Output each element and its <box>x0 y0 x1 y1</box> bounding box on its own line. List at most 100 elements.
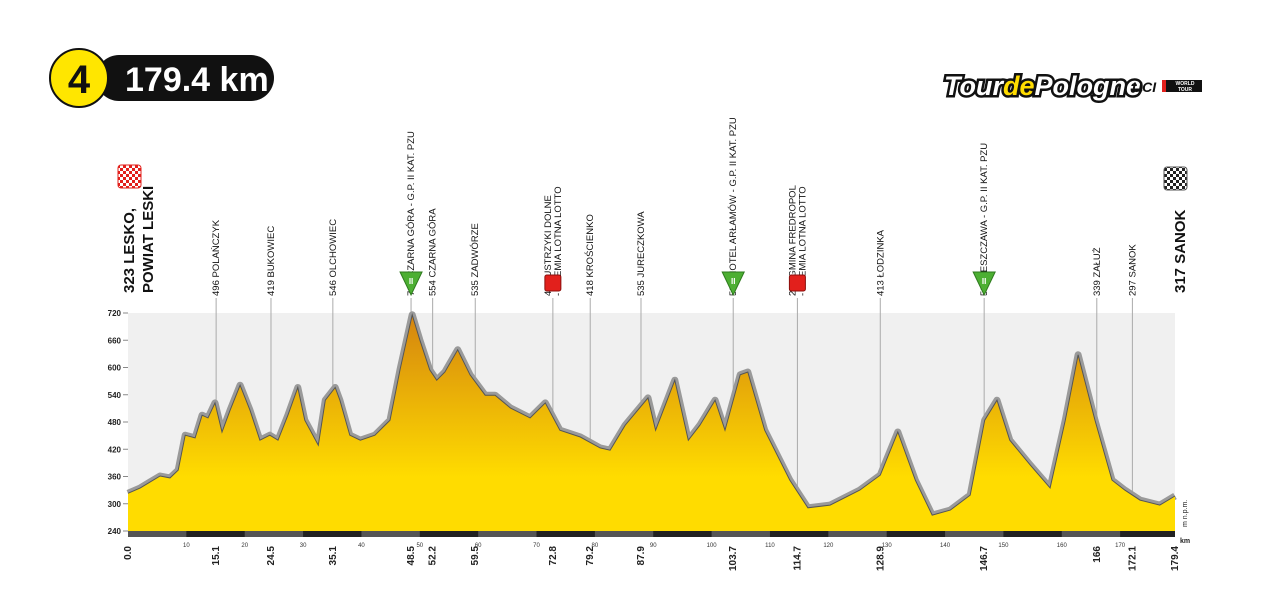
km-label: 15.1 <box>211 546 222 566</box>
uci-stripe <box>1162 80 1166 92</box>
logo-part: de <box>1003 71 1035 101</box>
km-label: 52.2 <box>428 546 439 566</box>
sprint-marker <box>788 274 806 292</box>
km-label: 103.7 <box>728 546 739 571</box>
km-label: 24.5 <box>266 546 277 566</box>
waypoint-label: 339 ZAŁUŻ <box>1092 247 1103 296</box>
km-bar-segment <box>536 531 595 537</box>
km-bar-segment <box>1120 531 1175 537</box>
y-tick-label: 480 <box>108 418 122 427</box>
climb-category: II <box>409 277 413 286</box>
sprint-marker <box>544 274 562 292</box>
km-bar-segment <box>653 531 712 537</box>
endpoint-label: 323 LESKO, <box>121 208 138 293</box>
distance-pill <box>96 55 274 101</box>
km-label: 114.7 <box>792 546 803 571</box>
elevation-area <box>128 314 1175 531</box>
x-tick-label: 90 <box>650 543 657 549</box>
stage-number: 4 <box>68 58 91 102</box>
x-tick-label: 30 <box>300 543 307 549</box>
x-tick-label: 70 <box>533 543 540 549</box>
x-tick-label: 40 <box>358 543 365 549</box>
waypoint-label: 707 CZARNA GÓRA - G.P. II KAT. PZU <box>406 131 417 296</box>
logo-part: Pologne <box>1035 71 1142 101</box>
logo-outline: TourdePologne <box>944 71 1141 101</box>
waypoint-label: 546 OLCHOWIEC <box>328 219 339 296</box>
waypoint-label: 478 USTRZYKI DOLNE <box>543 195 554 296</box>
elevation-line <box>127 312 1176 516</box>
y-tick-label: 540 <box>108 391 122 400</box>
waypoint-label: 297 SANOK <box>1127 244 1138 296</box>
km-label: 166 <box>1092 546 1103 563</box>
y-tick-label: 300 <box>108 500 122 509</box>
y-tick-label: 660 <box>108 336 122 345</box>
x-tick-label: 160 <box>1057 543 1068 549</box>
uci-logo: UCI <box>1132 79 1157 95</box>
waypoint-label: 535 ZADWÓRZE <box>470 223 481 296</box>
waypoint-label: 580 HOTEL ARŁAMÓW - G.P. II KAT. PZU <box>728 117 739 296</box>
logo-part: Tour <box>944 71 1004 101</box>
climb-marker <box>721 271 745 297</box>
y-tick-label: 420 <box>108 445 122 454</box>
km-label: 179.4 <box>1170 546 1181 571</box>
stage-distance: 179.4 km <box>125 61 269 99</box>
km-label: 128.9 <box>875 546 886 571</box>
climb-category: II <box>731 277 735 286</box>
km-bar <box>128 531 1175 537</box>
y-tick-label: 240 <box>108 527 122 536</box>
x-tick-label: 140 <box>940 543 951 549</box>
climb-category: II <box>982 277 986 286</box>
x-tick-label: 20 <box>241 543 248 549</box>
x-tick-label: 10 <box>183 543 190 549</box>
stage-badge <box>49 48 109 108</box>
x-tick-label: 50 <box>416 543 423 549</box>
km-label: 72.8 <box>548 546 559 566</box>
km-label: 87.9 <box>636 546 647 566</box>
world-tour-text: TOUR <box>1178 87 1192 93</box>
x-tick-label: 60 <box>475 543 482 549</box>
x-tick-label: 130 <box>882 543 893 549</box>
climb-marker <box>972 271 996 297</box>
km-label: 172.1 <box>1127 546 1138 571</box>
x-tick-label: 150 <box>998 543 1009 549</box>
km-label: 79.2 <box>585 546 596 566</box>
km-label: 48.5 <box>406 546 417 566</box>
y-tick-label: 720 <box>108 309 122 318</box>
x-tick-label: 170 <box>1115 543 1126 549</box>
logo: TourdePologne <box>944 71 1141 101</box>
world-tour-badge <box>1162 80 1202 92</box>
km-label: 59.5 <box>470 546 481 566</box>
logo-part: Pologne <box>1035 71 1142 101</box>
x-tick-label: 80 <box>592 543 599 549</box>
km-label: 146.7 <box>979 546 990 571</box>
y-tick-label: 600 <box>108 364 122 373</box>
km-bar-segment <box>886 531 946 537</box>
waypoint-label: 275 GMINA FREDROPOL <box>787 185 798 296</box>
endpoint-label: 317 SANOK <box>1172 209 1189 293</box>
x-tick-label: 120 <box>823 543 834 549</box>
km-bar-segment <box>1003 531 1062 537</box>
waypoint-label: 418 KROŚCIENKO <box>584 214 596 296</box>
km-bar-segment <box>303 531 362 537</box>
y-axis-unit: m n.p.m. <box>1182 500 1189 527</box>
waypoint-label: 554 CZARNA GÓRA <box>428 208 439 296</box>
waypoint-label: - PREMIA LOTNA LOTTO <box>553 186 564 296</box>
endpoint-label: POWIAT LESKI <box>140 186 157 293</box>
start-flag <box>117 164 142 189</box>
km-label: 0.0 <box>123 546 134 560</box>
km-bar-segment <box>769 531 829 537</box>
finish-flag <box>1163 166 1188 191</box>
climb-marker <box>399 271 423 297</box>
logo-part: Tour <box>944 71 1004 101</box>
waypoint-label: 535 JURECZKOWA <box>636 211 647 296</box>
waypoint-label: 419 BUKOWIEC <box>266 226 277 296</box>
x-axis-unit: km <box>1180 538 1190 545</box>
km-bar-segment <box>186 531 245 537</box>
waypoint-label: 527 LESZCZAWA - G.P. II KAT. PZU <box>979 143 990 296</box>
logo-part: de <box>1003 71 1035 101</box>
plot: 240 300 360 420 480 540 600 660 720 10 20 30 40 50 60 7… <box>108 117 1190 571</box>
km-bar-segment <box>419 531 479 537</box>
world-tour-text: WORLD <box>1176 81 1195 87</box>
waypoint-label: 413 ŁODZINKA <box>875 229 886 296</box>
